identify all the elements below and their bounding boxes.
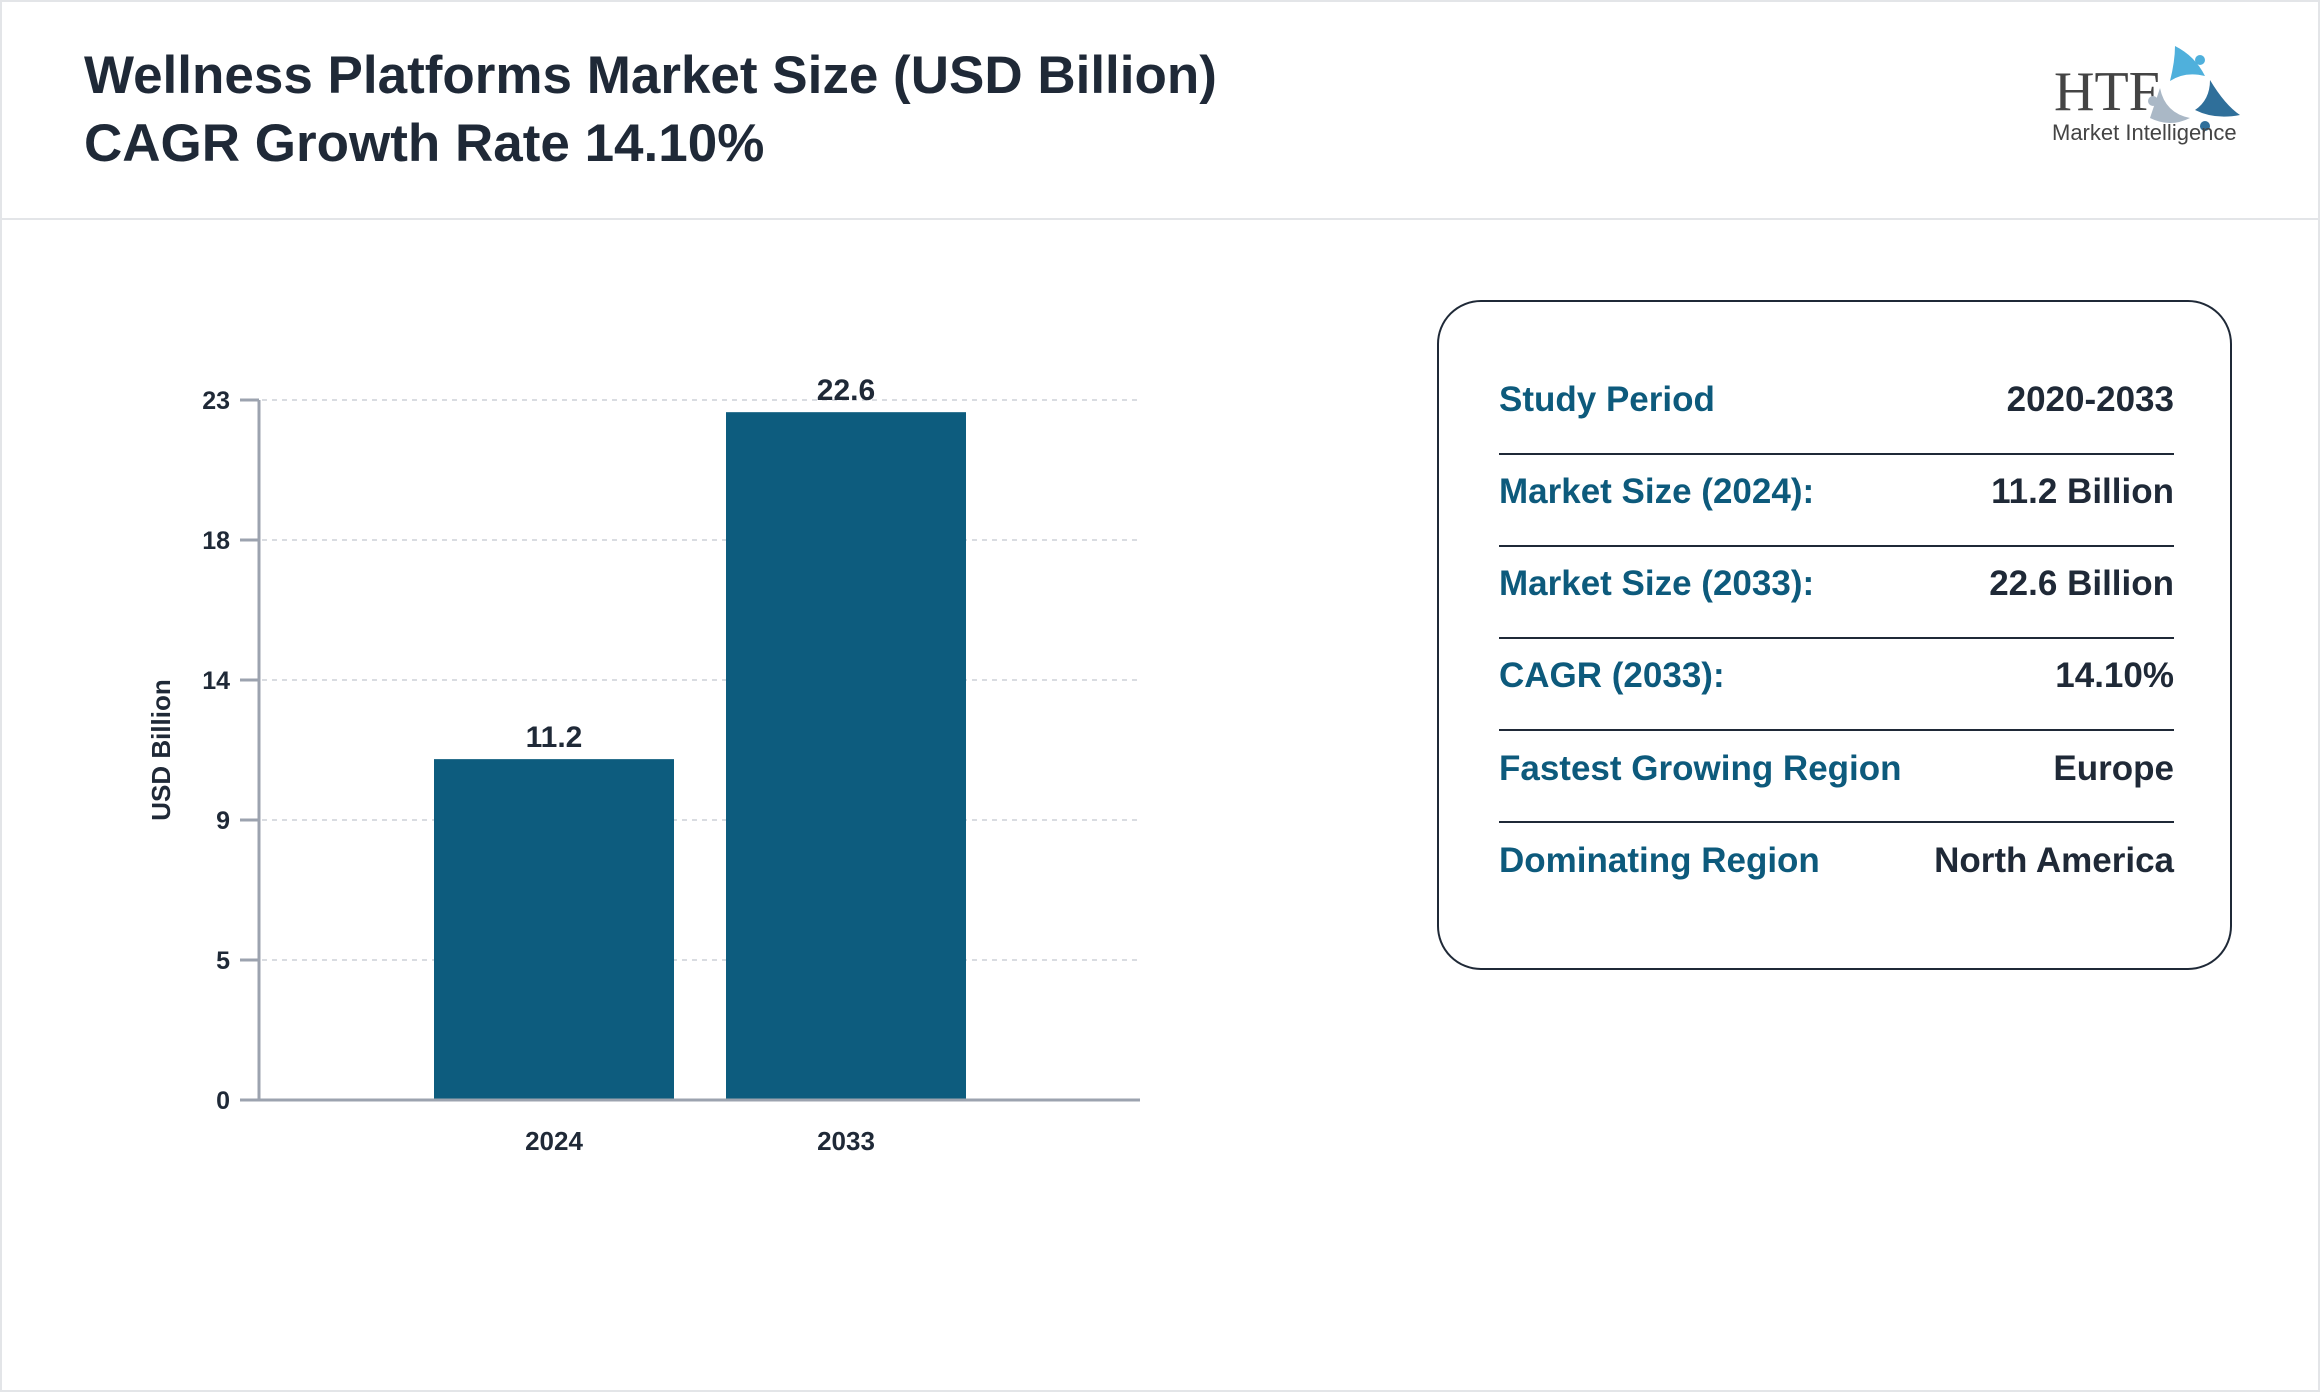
info-label: Market Size (2033): <box>1499 564 1815 603</box>
row-divider <box>1499 453 2174 455</box>
info-value: North America <box>1934 841 2174 880</box>
info-row: Fastest Growing Region Europe <box>1499 749 2174 809</box>
data-label: 11.2 <box>526 721 583 754</box>
info-label: CAGR (2033): <box>1499 656 1725 695</box>
info-label: Fastest Growing Region <box>1499 749 1902 788</box>
info-value: Europe <box>2053 749 2174 788</box>
info-value: 11.2 Billion <box>1991 472 2174 511</box>
info-value: 22.6 Billion <box>1989 564 2174 603</box>
row-divider <box>1499 821 2174 823</box>
info-row: Market Size (2033): 22.6 Billion <box>1499 564 2174 624</box>
info-row: Market Size (2024): 11.2 Billion <box>1499 472 2174 532</box>
row-divider <box>1499 729 2174 731</box>
bar-2024 <box>434 759 674 1100</box>
header: Wellness Platforms Market Size (USD Bill… <box>0 0 2320 220</box>
info-label: Study Period <box>1499 380 1715 419</box>
y-tick-label: 5 <box>216 947 230 975</box>
bar-2033 <box>726 412 966 1100</box>
svg-text:HTF: HTF <box>2054 61 2160 123</box>
info-label: Dominating Region <box>1499 841 1820 880</box>
row-divider <box>1499 545 2174 547</box>
htf-logo: HTF Market Intelligence <box>2052 46 2240 145</box>
info-label: Market Size (2024): <box>1499 472 1815 511</box>
y-tick-label: 18 <box>202 527 230 555</box>
logo-subtext: Market Intelligence <box>2052 120 2237 145</box>
info-row: Dominating Region North America <box>1499 841 2174 901</box>
info-value: 14.10% <box>2055 656 2174 695</box>
y-tick-label: 9 <box>216 807 230 835</box>
y-tick-label: 14 <box>202 667 230 695</box>
info-row: CAGR (2033): 14.10% <box>1499 656 2174 716</box>
page-title: Wellness Platforms Market Size (USD Bill… <box>84 46 1217 105</box>
bar-chart: 0 5 9 14 18 23 11.2 2024 22.6 2033 USD Billion <box>146 374 1140 1156</box>
y-tick-label: 23 <box>202 387 230 415</box>
page-subtitle: CAGR Growth Rate 14.10% <box>84 114 765 173</box>
info-value: 2020-2033 <box>2006 380 2174 419</box>
info-row: Study Period 2020-2033 <box>1499 380 2174 440</box>
row-divider <box>1499 637 2174 639</box>
y-tick-label: 0 <box>216 1087 230 1115</box>
info-card <box>1437 300 2232 970</box>
x-tick-label: 2033 <box>817 1126 875 1156</box>
y-axis-label: USD Billion <box>146 679 176 821</box>
data-label: 22.6 <box>817 374 875 407</box>
x-tick-label: 2024 <box>525 1126 583 1156</box>
